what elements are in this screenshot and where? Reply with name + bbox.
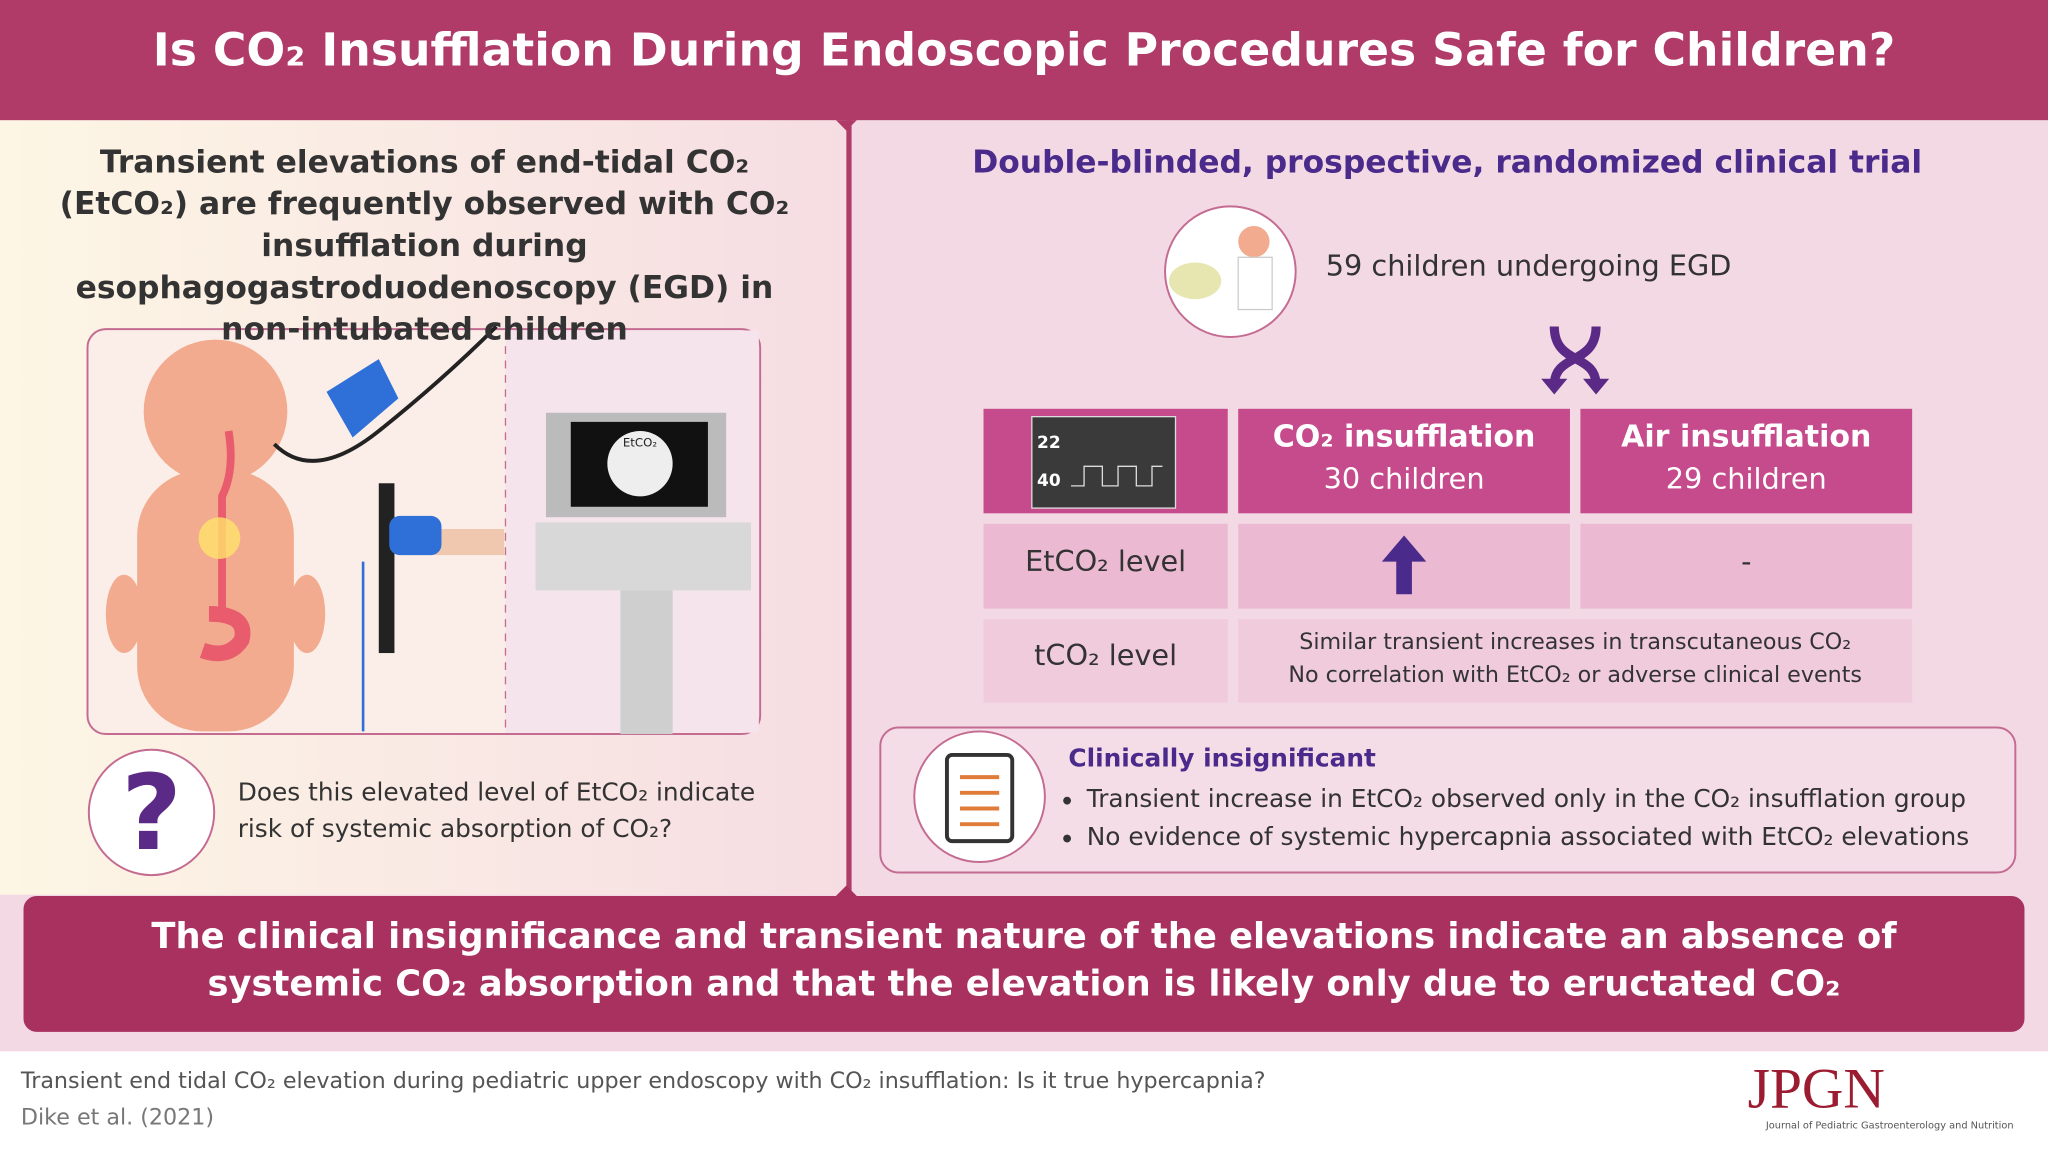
group-name: CO₂ insufflation [1272,420,1536,455]
table-cell [1238,619,1913,703]
scope [378,483,395,654]
up-arrow [1381,535,1427,595]
journal-logo: JPGN [1747,1056,1885,1121]
checklist [959,775,1000,827]
group-name: Air insufflation [1621,420,1872,455]
conclusion-text: The clinical insignificance and transien… [151,916,1897,1005]
title: Is CO₂ Insufflation During Endoscopic Pr… [152,24,1896,78]
divider [846,120,852,895]
conclusion-notch [835,885,857,896]
summary-title: Clinically insignificant [1068,744,1376,774]
glove [326,359,399,438]
waveform [1071,465,1163,487]
question-circle [87,748,216,877]
table-header-cell [1580,408,1913,514]
clipboard [944,752,1015,844]
console [535,522,752,591]
doctor-body [1237,256,1273,311]
child-figure [105,339,326,732]
glove-2 [389,515,442,556]
note: Similar transient increases in transcuta… [1299,629,1852,656]
group-count: 30 children [1323,463,1485,497]
cell-value: - [1741,545,1752,579]
question-text: Does this elevated level of EtCO₂ indica… [237,778,756,844]
summary-list: Transient increase in EtCO₂ observed onl… [1068,781,2027,857]
patient [1168,262,1222,300]
table-cell [1580,523,1913,609]
note: No correlation with EtCO₂ or adverse cli… [1288,662,1862,689]
table-cell [983,619,1228,703]
trial-title: Double-blinded, prospective, randomized … [972,143,1923,181]
esophagus [218,430,235,614]
conclusion-bar [23,895,2025,1032]
randomize-arrows [1549,326,1601,386]
monitor-value: 22 [1037,433,1061,454]
journal-name: Journal of Pediatric Gastroenterology an… [1765,1119,2014,1132]
row-label: tCO₂ level [1034,639,1178,673]
scope-cable [272,325,498,463]
intro-text: Transient elevations of end-tidal CO₂ (E… [59,143,790,348]
authors: Dike et al. (2021) [20,1104,215,1132]
stomach [199,606,251,662]
question-mark: ? [121,752,182,874]
summary-box [879,726,2017,874]
glow [198,517,241,560]
citation: Transient end tidal CO₂ elevation during… [20,1068,1266,1095]
arrow-head [1583,378,1610,395]
cohort-text: 59 children undergoing EGD [1325,250,1732,284]
gauge-label: EtCO₂ [622,437,658,451]
header-bar [0,0,2048,121]
arrow-head [1541,378,1568,395]
row-label: EtCO₂ level [1025,545,1187,579]
gauge [607,431,673,497]
summary-bullet: Transient increase in EtCO₂ observed onl… [1087,781,2027,819]
summary-bullet: No evidence of systemic hypercapnia asso… [1087,819,2027,857]
header-notch [835,120,857,131]
table-header-cell [1238,408,1570,514]
group-count: 29 children [1665,463,1827,497]
mini-monitor [1031,415,1177,509]
monitor-value: 40 [1037,471,1061,492]
cart [620,590,673,735]
doctor-head [1238,225,1270,258]
table-cell [983,523,1228,609]
row-notes: Similar transient increases in transcuta… [1238,627,1912,692]
footer-bg [0,1051,2048,1152]
